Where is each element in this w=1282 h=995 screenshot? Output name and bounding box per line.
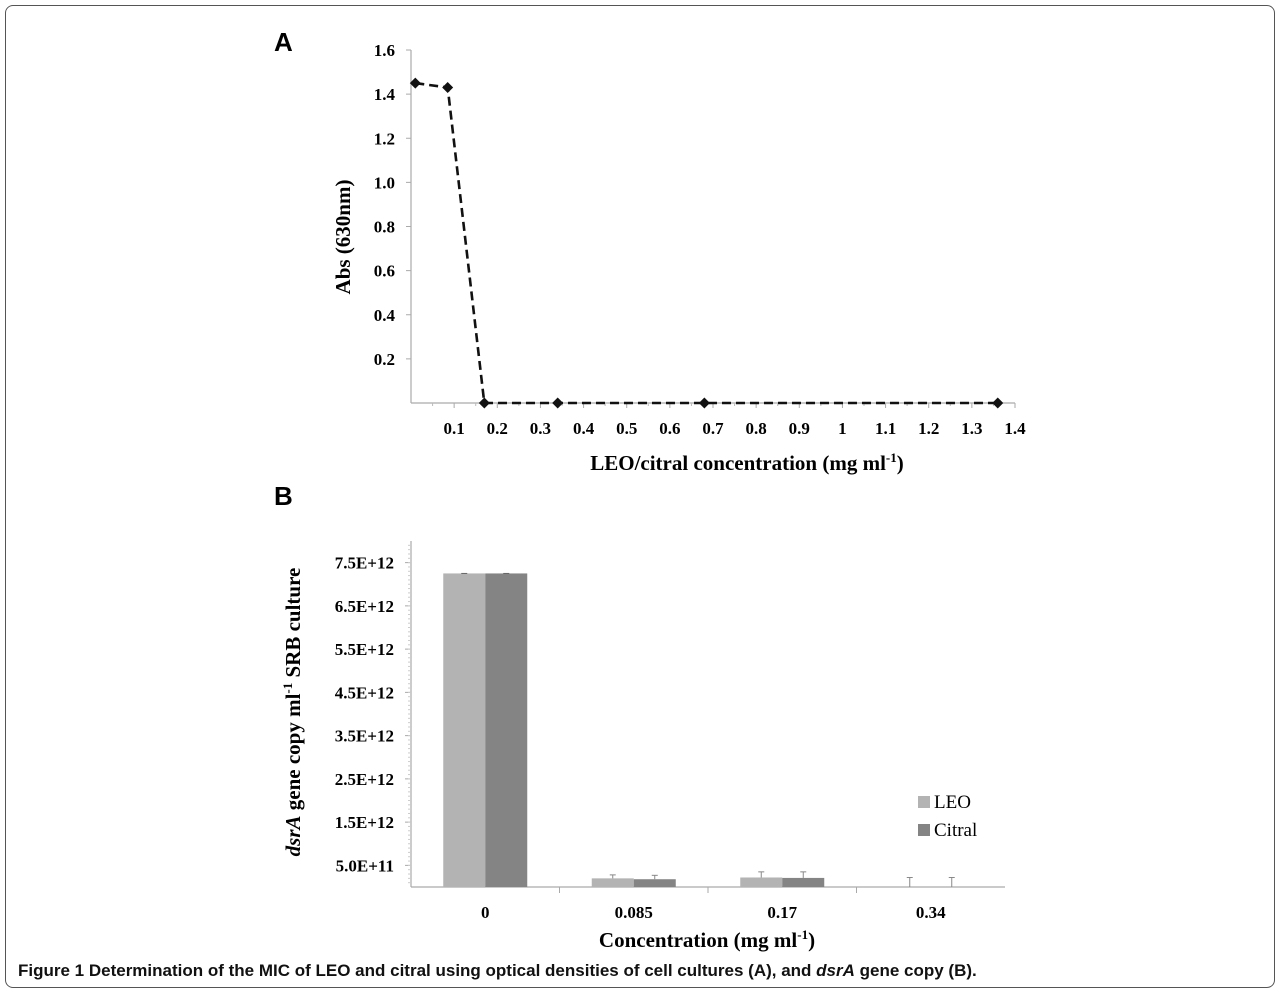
panel-a-data-point: [552, 397, 564, 409]
panel-a-data-point: [478, 397, 490, 409]
panel-b-legend-label: LEO: [934, 792, 971, 813]
panel-b-x-tick-label: 0: [481, 903, 490, 922]
panel-a-data-point: [442, 82, 454, 94]
panel-a-x-tick-label: 0.6: [659, 419, 680, 438]
panel-a-x-tick-label: 0.7: [702, 419, 724, 438]
panel-a-x-axis-label: LEO/citral concentration (mg ml-1): [590, 450, 904, 475]
panel-b-y-tick-label: 5.0E+11: [336, 856, 394, 875]
panel-a-x-tick-label: 0.4: [573, 419, 595, 438]
panel-a-data-point: [698, 397, 710, 409]
panel-a-y-tick-label: 0.4: [374, 306, 396, 325]
panel-a-x-tick-label: 0.9: [789, 419, 810, 438]
panel-a-x-tick-label: 1.1: [875, 419, 896, 438]
panel-a-y-ticks: 0.2 0.4 0.6 0.8 1.0 1.2 1.4 1.6: [374, 41, 411, 369]
panel-a-y-tick-label: 1.2: [374, 129, 395, 148]
panel-a-series-line: [415, 81, 998, 405]
panel-b-y-axis-label: dsrA gene copy ml-1 SRB culture: [280, 568, 305, 857]
panel-b-bar: [591, 878, 634, 887]
figure-caption: Figure 1 Determination of the MIC of LEO…: [18, 961, 1268, 981]
panel-a-chart: A 0.20.40.60.81.01.21.41.6 0.1 0.2 0.3 0.4 0…: [274, 27, 1026, 475]
panel-b-x-tick-label: 0.34: [916, 903, 946, 922]
panel-b-y-tick-label: 1.5E+12: [335, 813, 394, 832]
panel-a-x-tick-label: 0.1: [444, 419, 465, 438]
panel-b-x-ticks: 0 0.085 0.17 0.34: [481, 887, 946, 922]
panel-b-bar: [782, 877, 825, 887]
panel-b-y-tick-label: 2.5E+12: [335, 770, 394, 789]
panel-b-legend-swatch: [918, 824, 930, 836]
panel-a-x-tick-label: 1.3: [961, 419, 982, 438]
panel-b-y-tick-label: 4.5E+12: [335, 683, 394, 702]
caption-label: Figure 1: [18, 961, 85, 980]
panel-b-bar: [633, 879, 676, 887]
panel-a-y-tick-label: 0.8: [374, 218, 395, 237]
panel-b-x-axis-label: Concentration (mg ml-1): [599, 927, 815, 952]
panel-a-y-tick-label: 1.6: [374, 41, 395, 60]
figure-frame: [5, 5, 1275, 988]
panel-a-data-point: [992, 397, 1004, 409]
panel-a-x-ticks: 0.1 0.2 0.3 0.4 0.5 0.6 0.7 0.8 0.9 1 1.1 1.2 1.3 1.4: [432, 403, 1026, 438]
caption-text-1: Determination of the MIC of LEO and citr…: [84, 961, 817, 980]
panel-a-x-tick-label: 0.8: [746, 419, 767, 438]
panel-a-series: [409, 77, 1004, 409]
panel-a-y-tick-label: 0.2: [374, 350, 395, 369]
caption-italic-gene: dsrA: [816, 961, 855, 980]
panel-a-x-tick-label: 1.4: [1004, 419, 1026, 438]
panel-a-y-axis-label: Abs (630nm): [331, 180, 355, 295]
panel-b-bars: [443, 572, 955, 887]
panel-b-y-tick-label: 3.5E+12: [335, 727, 394, 746]
panel-b-legend-label: Citral: [934, 820, 977, 841]
panel-b-y-tick-label: 7.5E+12: [335, 554, 394, 573]
panel-b-y-tick-label: 6.5E+12: [335, 597, 394, 616]
panel-b-legend: LEO Citral: [918, 792, 977, 841]
panel-a-x-tick-label: 1: [838, 419, 847, 438]
caption-text-2: gene copy (B).: [854, 961, 977, 980]
panel-a-axes: [410, 50, 1015, 404]
panel-a-x-tick-label: 0.2: [487, 419, 508, 438]
panel-a-data-point: [409, 77, 421, 89]
panel-b-chart: B 5.0E+11 1.5E+12 2.5E+12 3.5E+12 4.5E+12 5.5…: [274, 481, 1005, 952]
panel-a-x-tick-label: 1.2: [918, 419, 939, 438]
panel-b-legend-swatch: [918, 796, 930, 808]
panel-b-bar: [443, 573, 486, 887]
panel-a-y-tick-label: 1.0: [374, 173, 395, 192]
panel-a-label: A: [274, 27, 293, 57]
panel-a-x-tick-label: 0.5: [616, 419, 637, 438]
panel-b-bar: [485, 573, 528, 887]
panel-b-label: B: [274, 481, 293, 511]
panel-a-y-tick-label: 1.4: [374, 85, 396, 104]
panel-b-x-tick-label: 0.085: [615, 903, 653, 922]
panel-a-y-tick-label: 0.6: [374, 262, 395, 281]
panel-b-bar: [740, 877, 783, 887]
panel-b-y-tick-label: 5.5E+12: [335, 640, 394, 659]
panel-b-y-ticks: 5.0E+11 1.5E+12 2.5E+12 3.5E+12 4.5E+12 5.5E+…: [335, 544, 411, 884]
panel-b-x-tick-label: 0.17: [767, 903, 797, 922]
panel-a-x-tick-label: 0.3: [530, 419, 551, 438]
